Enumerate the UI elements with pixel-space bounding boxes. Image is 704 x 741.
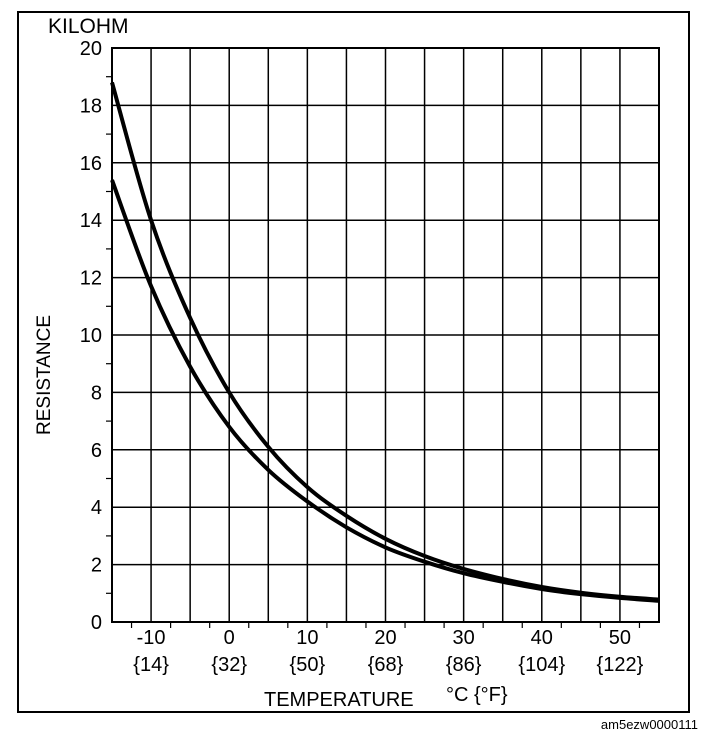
- y-tick-labels: 0 2 4 6 8 10 12 14 16 18 20: [80, 38, 102, 634]
- minor-ticks: [106, 76, 641, 628]
- series-line-lower: [110, 179, 660, 603]
- chart-title: KILOHM: [48, 15, 129, 38]
- x-tick-label-celsius: 30: [453, 627, 475, 649]
- x-axis-label: TEMPERATURE: [264, 689, 414, 711]
- x-tick-label-celsius: -10: [137, 627, 166, 649]
- x-tick-label-fahrenheit: {104}: [518, 654, 565, 676]
- x-tick-label-fahrenheit: {50}: [290, 654, 326, 676]
- x-tick-label-fahrenheit: {86}: [446, 654, 482, 676]
- y-tick-label: 14: [80, 210, 102, 232]
- y-tick-label: 6: [91, 440, 102, 462]
- x-tick-label-celsius: 20: [374, 627, 396, 649]
- y-tick-label: 2: [91, 555, 102, 577]
- x-tick-label-fahrenheit: {68}: [368, 654, 404, 676]
- x-tick-label-celsius: 50: [609, 627, 631, 649]
- y-tick-label: 10: [80, 325, 102, 347]
- figure-code: am5ezw0000111: [601, 717, 698, 732]
- x-tick-label-celsius: 10: [296, 627, 318, 649]
- x-axis-unit: °C {°F}: [446, 684, 508, 706]
- y-tick-label: 12: [80, 268, 102, 290]
- x-tick-label-fahrenheit: {122}: [597, 654, 644, 676]
- y-tick-label: 4: [91, 497, 102, 519]
- series-group: [110, 81, 660, 603]
- x-tick-label-fahrenheit: {14}: [133, 654, 169, 676]
- plot-area-border: [111, 47, 660, 623]
- y-tick-label: 0: [91, 612, 102, 634]
- y-axis-label: RESISTANCE: [34, 315, 55, 435]
- x-tick-labels: -10 {14} 0 {32} 10 {50} 20 {68} 30 {86} 40 {104} 50 {…: [133, 627, 643, 676]
- y-tick-label: 8: [91, 382, 102, 404]
- y-tick-label: 20: [80, 38, 102, 60]
- grid: [112, 48, 659, 622]
- x-tick-label-celsius: 0: [224, 627, 235, 649]
- x-tick-label-celsius: 40: [531, 627, 553, 649]
- y-tick-label: 18: [80, 95, 102, 117]
- x-tick-label-fahrenheit: {32}: [211, 654, 247, 676]
- y-tick-label: 16: [80, 153, 102, 175]
- chart-frame: [17, 11, 690, 713]
